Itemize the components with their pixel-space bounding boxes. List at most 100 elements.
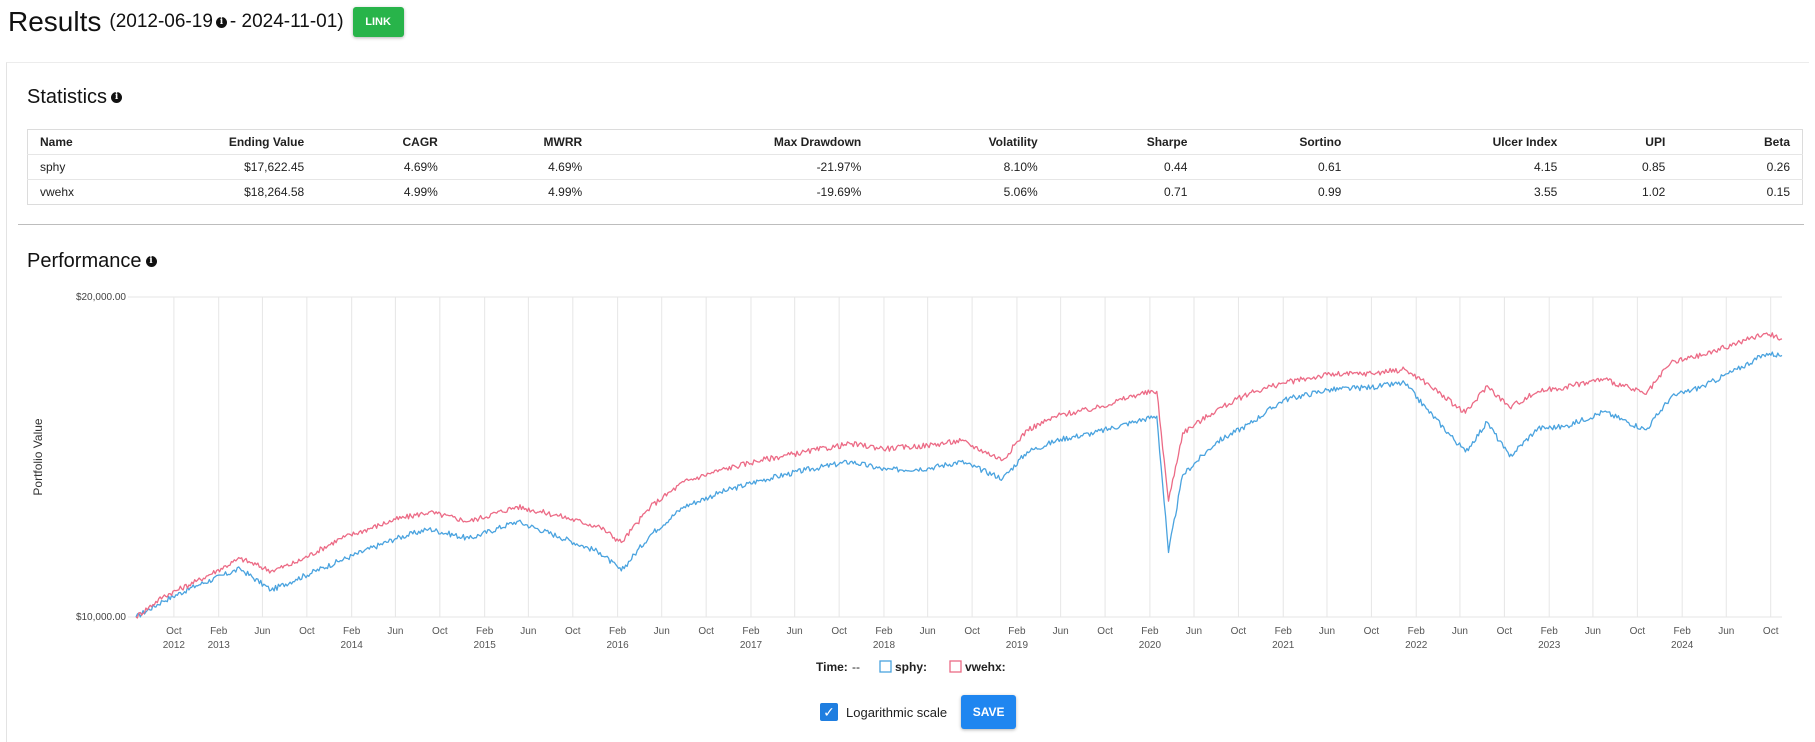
cell-ending-value: $17,622.45 bbox=[166, 154, 317, 180]
cell-upi: 0.85 bbox=[1569, 154, 1678, 180]
cell-cagr: 4.99% bbox=[316, 179, 450, 205]
cell-name: vwehx bbox=[27, 179, 167, 205]
series-line-sphy bbox=[135, 351, 1783, 618]
statistics-heading: Statistics i bbox=[27, 86, 125, 109]
cell-beta: 0.15 bbox=[1677, 179, 1803, 205]
cell-max-drawdown: -19.69% bbox=[594, 179, 874, 205]
x-tick-label: Jun bbox=[654, 626, 670, 637]
performance-info-icon[interactable]: i bbox=[145, 256, 157, 267]
performance-chart[interactable]: Oct 2012 Feb 2013 Jun Oct Feb 2014 Jun Oct Feb 2015… bbox=[0, 285, 1815, 685]
cell-sortino: 0.99 bbox=[1199, 179, 1354, 205]
x-tick-label: Oct bbox=[166, 626, 182, 637]
x-tick-label: Jun bbox=[254, 626, 270, 637]
link-button[interactable]: LINK bbox=[352, 7, 404, 37]
x-tick-label: Jun bbox=[520, 626, 536, 637]
legend-series-label: sphy: bbox=[895, 660, 927, 674]
legend-series-label: vwehx: bbox=[965, 660, 1006, 674]
x-tick-year-label: 2023 bbox=[1538, 640, 1561, 651]
log-scale-label[interactable]: Logarithmic scale bbox=[846, 704, 948, 720]
results-panel bbox=[6, 62, 1809, 742]
x-tick-label: Oct bbox=[831, 626, 847, 637]
x-tick-label: Jun bbox=[1718, 626, 1734, 637]
x-tick-year-label: 2018 bbox=[873, 640, 896, 651]
legend-swatch bbox=[949, 660, 962, 673]
legend-time-value: -- bbox=[852, 660, 860, 674]
legend-time-label: Time: bbox=[816, 660, 848, 674]
x-tick-label: Jun bbox=[1186, 626, 1202, 637]
performance-title: Performance bbox=[27, 250, 142, 272]
col-header-name[interactable]: Name bbox=[40, 135, 73, 149]
y-axis-label: Portfolio Value bbox=[31, 418, 45, 495]
x-tick-year-label: 2022 bbox=[1405, 640, 1428, 651]
x-tick-label: Feb bbox=[210, 626, 228, 637]
cell-volatility: 5.06% bbox=[873, 179, 1050, 205]
chart-legend: Time: -- sphy: vwehx: bbox=[816, 660, 1006, 674]
y-tick-label: $10,000.00 bbox=[76, 612, 126, 623]
x-tick-label: Feb bbox=[1008, 626, 1026, 637]
x-tick-label: Oct bbox=[565, 626, 581, 637]
x-tick-label: Oct bbox=[299, 626, 315, 637]
col-header-beta[interactable]: Beta bbox=[1763, 135, 1790, 149]
cell-cagr: 4.69% bbox=[316, 154, 450, 180]
x-tick-year-label: 2012 bbox=[163, 640, 186, 651]
x-tick-label: Jun bbox=[1452, 626, 1468, 637]
x-tick-year-label: 2014 bbox=[341, 640, 364, 651]
x-tick-label: Feb bbox=[742, 626, 760, 637]
x-tick-label: Feb bbox=[476, 626, 494, 637]
section-divider bbox=[18, 224, 1804, 225]
cell-sortino: 0.61 bbox=[1199, 154, 1354, 180]
x-tick-label: Oct bbox=[1364, 626, 1380, 637]
x-tick-year-label: 2024 bbox=[1671, 640, 1694, 651]
x-tick-label: Feb bbox=[1275, 626, 1293, 637]
col-header-sharpe[interactable]: Sharpe bbox=[1146, 135, 1188, 149]
x-tick-label: Feb bbox=[1541, 626, 1559, 637]
cell-ending-value: $18,264.58 bbox=[166, 179, 317, 205]
statistics-table: Name Ending Value CAGR MWRR Max Drawdown… bbox=[27, 129, 1803, 205]
col-header-ending-value[interactable]: Ending Value bbox=[228, 135, 305, 149]
save-button[interactable]: SAVE bbox=[961, 695, 1017, 729]
x-tick-label: Feb bbox=[343, 626, 361, 637]
results-header: Results (2012-06-19 i - 2024-11-01) LINK bbox=[8, 2, 404, 42]
x-tick-label: Oct bbox=[1763, 626, 1779, 637]
x-tick-label: Feb bbox=[1408, 626, 1426, 637]
page-title: Results bbox=[8, 6, 102, 37]
col-header-volatility[interactable]: Volatility bbox=[988, 135, 1038, 149]
series-line-vwehx bbox=[135, 332, 1783, 619]
x-tick-label: Feb bbox=[1141, 626, 1159, 637]
col-header-mwrr[interactable]: MWRR bbox=[543, 135, 583, 149]
cell-max-drawdown: -21.97% bbox=[594, 154, 874, 180]
col-header-ulcer-index[interactable]: Ulcer Index bbox=[1492, 135, 1558, 149]
x-tick-label: Oct bbox=[1497, 626, 1513, 637]
x-tick-label: Oct bbox=[1097, 626, 1113, 637]
x-tick-label: Jun bbox=[387, 626, 403, 637]
x-tick-label: Oct bbox=[1231, 626, 1247, 637]
chart-series bbox=[135, 332, 1783, 619]
x-tick-label: Jun bbox=[920, 626, 936, 637]
x-tick-year-label: 2019 bbox=[1006, 640, 1029, 651]
cell-sharpe: 0.44 bbox=[1049, 154, 1200, 180]
cell-ulcer-index: 4.15 bbox=[1353, 154, 1570, 180]
x-tick-label: Jun bbox=[1053, 626, 1069, 637]
cell-upi: 1.02 bbox=[1569, 179, 1678, 205]
col-header-sortino[interactable]: Sortino bbox=[1299, 135, 1342, 149]
table-row: vwehx $18,264.58 4.99% 4.99% -19.69% 5.0… bbox=[27, 179, 1803, 205]
table-row: sphy $17,622.45 4.69% 4.69% -21.97% 8.10… bbox=[27, 154, 1803, 180]
y-tick-label: $20,000.00 bbox=[76, 292, 126, 303]
x-tick-year-label: 2021 bbox=[1272, 640, 1295, 651]
x-tick-label: Feb bbox=[875, 626, 893, 637]
statistics-info-icon[interactable]: i bbox=[111, 92, 123, 103]
x-tick-year-label: 2015 bbox=[474, 640, 497, 651]
x-tick-label: Jun bbox=[787, 626, 803, 637]
chart-grid bbox=[128, 296, 1782, 618]
x-tick-year-label: 2017 bbox=[740, 640, 763, 651]
cell-ulcer-index: 3.55 bbox=[1353, 179, 1570, 205]
col-header-upi[interactable]: UPI bbox=[1645, 135, 1666, 149]
col-header-max-drawdown[interactable]: Max Drawdown bbox=[773, 135, 862, 149]
info-icon[interactable]: i bbox=[215, 16, 227, 28]
legend-swatch bbox=[879, 660, 892, 673]
log-scale-checkbox[interactable]: ✓ bbox=[820, 703, 838, 721]
cell-volatility: 8.10% bbox=[873, 154, 1050, 180]
table-header-row: Name Ending Value CAGR MWRR Max Drawdown… bbox=[28, 130, 1803, 155]
cell-mwrr: 4.69% bbox=[449, 154, 595, 180]
col-header-cagr[interactable]: CAGR bbox=[402, 135, 438, 149]
